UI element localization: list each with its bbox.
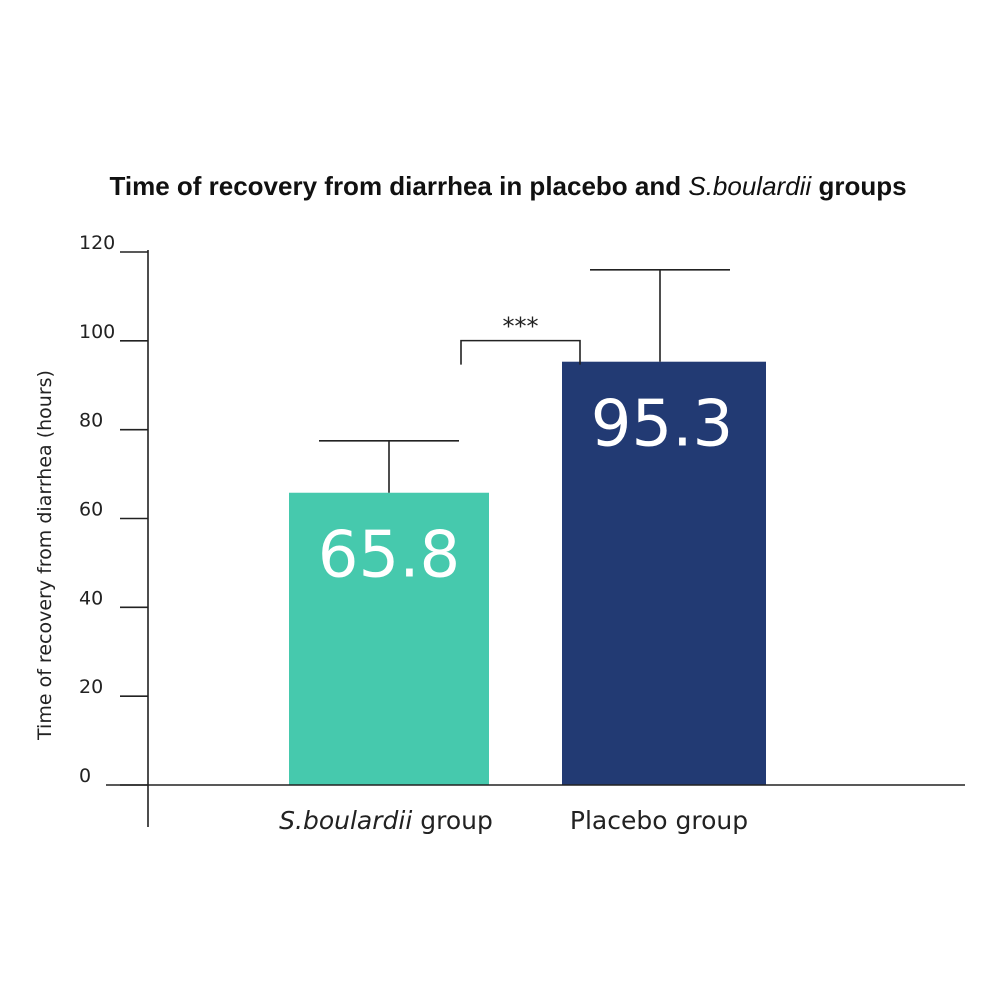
x-axis-labels: S.boulardii group Placebo group (279, 806, 748, 835)
y-tick-label: 60 (79, 499, 103, 521)
bar-value-label: 95.3 (591, 388, 734, 462)
significance-bracket-line (460, 339, 581, 365)
y-tick-label: 40 (79, 587, 103, 609)
chart-title-prefix: Time of recovery from diarrhea in placeb… (109, 171, 688, 201)
y-axis-label: Time of recovery from diarrhea (hours) (34, 370, 56, 741)
chart-title-italic: S.boulardii (688, 171, 812, 201)
significance-bracket: *** (460, 313, 581, 365)
x-category-label: Placebo group (570, 806, 748, 835)
error-bars-group (319, 268, 730, 493)
y-tick-label: 80 (79, 410, 103, 432)
chart-title-suffix: groups (811, 171, 906, 201)
y-tick-label: 0 (79, 765, 91, 787)
bar (289, 492, 489, 785)
value-labels-group: 65.8 95.3 (318, 388, 734, 593)
y-axis-ticks: 0 20 40 60 80 100 120 (79, 232, 148, 787)
bar (562, 361, 766, 785)
chart-title: Time of recovery from diarrhea in placeb… (109, 171, 906, 201)
x-category-label: S.boulardii group (279, 806, 493, 835)
y-tick-label: 20 (79, 676, 103, 698)
bars-group (289, 361, 766, 785)
y-tick-label: 100 (79, 321, 115, 343)
bar-value-label: 65.8 (318, 519, 461, 593)
significance-label: *** (503, 313, 539, 341)
y-tick-label: 120 (79, 232, 115, 254)
